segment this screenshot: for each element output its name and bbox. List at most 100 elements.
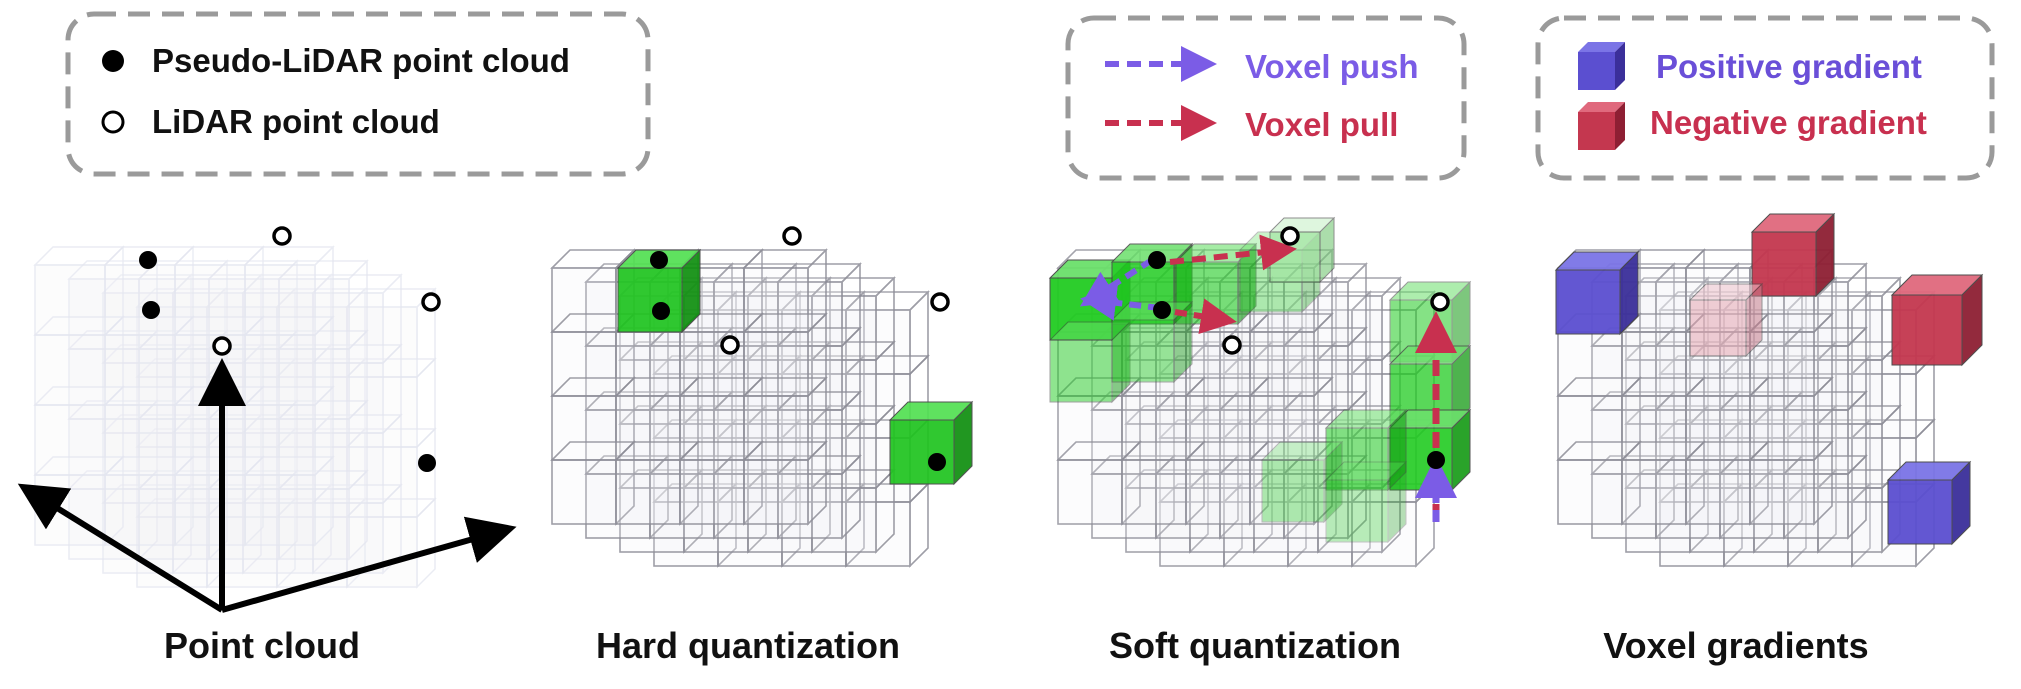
- soft-voxel-green: [1324, 460, 1408, 544]
- cube-front: [1891, 294, 1963, 366]
- voxel-front-face: [1557, 459, 1623, 525]
- voxel-cell: [241, 273, 333, 365]
- voxel-front-face: [1159, 501, 1225, 567]
- voxel-front-face: [1621, 459, 1687, 525]
- legend-pseudo-lidar-label: Pseudo-LiDAR point cloud: [152, 42, 570, 79]
- voxel-cell: [1718, 454, 1804, 540]
- voxel-front-face: [683, 487, 749, 553]
- voxel-front-face: [1659, 501, 1725, 567]
- voxel-front-face: [1121, 459, 1187, 525]
- pseudo-lidar-point: [139, 251, 157, 269]
- voxel-front-face: [1317, 487, 1383, 553]
- panel-point-cloud: [17, 226, 517, 613]
- voxel-front-face: [1125, 487, 1191, 553]
- voxel-cell: [243, 315, 335, 407]
- voxel-cell: [103, 245, 195, 337]
- pseudo-lidar-point: [652, 302, 670, 320]
- cube-front: [1751, 231, 1817, 297]
- voxel-cell: [103, 455, 195, 547]
- voxel-cell: [1748, 440, 1834, 526]
- voxel-front-face: [312, 432, 384, 504]
- voxel-front-face: [1057, 459, 1123, 525]
- legend-points: Pseudo-LiDAR point cloud LiDAR point clo…: [65, 11, 651, 177]
- cube-side: [1323, 440, 1343, 524]
- voxel-front-face: [244, 474, 316, 546]
- voxel-cell: [137, 469, 229, 561]
- voxel-front-face: [1783, 473, 1849, 539]
- voxel-front-face: [104, 474, 176, 546]
- voxel-front-face: [1249, 459, 1315, 525]
- legend-points-frame: [65, 11, 651, 177]
- voxel-cell: [277, 329, 369, 421]
- lidar-point: [421, 292, 441, 312]
- voxel-cell: [205, 497, 297, 589]
- push-arrow: [1080, 284, 1161, 321]
- soft-voxel-green: [1260, 440, 1344, 524]
- voxel-cell: [277, 469, 369, 561]
- positive-gradient-voxel: [1886, 460, 1972, 546]
- voxel-front-face: [653, 501, 719, 567]
- cube-front: [1555, 269, 1621, 335]
- panel-soft-quantization: [1048, 216, 1472, 568]
- voxel-cell: [1556, 440, 1642, 526]
- hollow-dot-icon: [101, 110, 125, 134]
- voxel-cell: [1748, 376, 1834, 462]
- voxel-cell: [550, 440, 636, 526]
- voxel-front-face: [1685, 459, 1751, 525]
- lidar-point: [720, 335, 740, 355]
- positive-gradient-voxel: [1554, 250, 1640, 336]
- voxel-cell: [1684, 440, 1770, 526]
- soft-voxel-green: [1048, 320, 1132, 404]
- voxel-front-face: [174, 474, 246, 546]
- voxel-cell: [614, 440, 700, 526]
- pull-arrow: [1174, 298, 1237, 334]
- voxel-cell: [678, 440, 764, 526]
- pseudo-lidar-point: [1427, 451, 1445, 469]
- legend-gradients-frame: [1535, 15, 1995, 181]
- voxel-front-face: [1787, 501, 1853, 567]
- voxel-front-face: [1219, 473, 1285, 539]
- voxel-front-face: [1817, 487, 1883, 553]
- legend-gradients: Positive gradient Negative gradient: [1535, 15, 1995, 181]
- pseudo-lidar-point: [1153, 301, 1171, 319]
- pseudo-lidar-point: [418, 454, 436, 472]
- lidar-point: [272, 226, 292, 246]
- panel-title-point-cloud: Point cloud: [164, 625, 360, 666]
- voxel-front-face: [312, 502, 384, 574]
- voxel-cell: [243, 455, 335, 547]
- pseudo-lidar-point: [928, 453, 946, 471]
- red-cube-icon: [1578, 102, 1625, 150]
- voxel-cell: [1248, 312, 1334, 398]
- voxel-cell: [742, 376, 828, 462]
- voxel-front-face: [1689, 487, 1755, 553]
- voxel-front-face: [1189, 487, 1255, 553]
- cube-front: [1325, 479, 1389, 543]
- negative-gradient-voxel: [1890, 273, 1984, 367]
- voxel-front-face: [649, 473, 715, 539]
- pseudo-lidar-point: [650, 251, 668, 269]
- voxel-cell: [742, 440, 828, 526]
- voxel-front-face: [777, 473, 843, 539]
- lidar-point: [1222, 335, 1242, 355]
- voxel-cell: [241, 483, 333, 575]
- voxel-cell: [241, 343, 333, 435]
- voxel-front-face: [747, 487, 813, 553]
- voxel-cell: [277, 399, 369, 491]
- blue-cube-icon: [1578, 42, 1625, 90]
- voxel-front-face: [713, 473, 779, 539]
- cube-top: [1260, 441, 1344, 461]
- voxel-front-face: [845, 501, 911, 567]
- voxel-front-face: [346, 516, 418, 588]
- legend-arrows: Voxel push Voxel pull: [1065, 15, 1467, 181]
- negative-gradient-voxel: [1688, 282, 1764, 358]
- voxel-cell: [1184, 440, 1270, 526]
- voxel-front-face: [585, 473, 651, 539]
- voxel-front-face: [1591, 473, 1657, 539]
- voxel-cell: [776, 454, 862, 540]
- voxel-front-face: [1185, 459, 1251, 525]
- occupied-voxel-green: [888, 400, 974, 486]
- voxel-front-face: [244, 334, 316, 406]
- panel-hard-quantization: [550, 226, 974, 568]
- lidar-point: [782, 226, 802, 246]
